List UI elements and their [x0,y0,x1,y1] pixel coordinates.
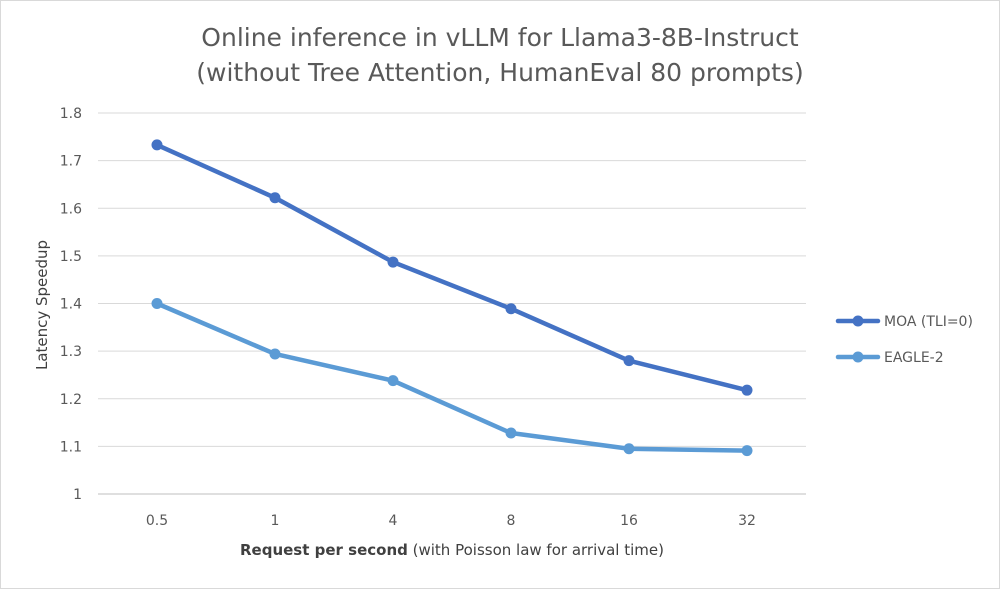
y-tick-label: 1.2 [60,392,82,408]
y-tick-label: 1.8 [60,106,82,122]
y-tick-label: 1.3 [60,344,82,360]
data-point [151,139,163,151]
x-tick-label: 32 [738,513,756,529]
x-tick-label: 4 [389,513,398,529]
y-tick-label: 1 [73,487,82,503]
x-tick-label: 16 [620,513,638,529]
legend-swatch-marker [852,351,864,363]
data-point [387,375,399,387]
legend: MOA (TLI=0) EAGLE-2 [835,314,973,366]
y-tick-label: 1.6 [60,201,82,217]
y-axis-ticks: 1 1.1 1.2 1.3 1.4 1.5 1.6 1.7 1.8 [60,106,82,503]
x-tick-label: 8 [507,513,516,529]
data-point [269,192,281,204]
chart-subtitle: (without Tree Attention, HumanEval 80 pr… [196,58,803,87]
legend-swatch-marker [852,315,864,327]
data-point [387,256,399,268]
x-tick-label: 1 [271,513,280,529]
y-tick-label: 1.4 [60,297,82,313]
legend-label: MOA (TLI=0) [884,314,973,330]
data-point [623,355,635,367]
y-tick-label: 1.1 [60,439,82,455]
x-axis-label-rest: (with Poisson law for arrival time) [408,541,664,559]
data-point [623,443,635,455]
y-tick-label: 1.5 [60,249,82,265]
data-point [741,384,753,396]
x-axis-ticks: 0.5 1 4 8 16 32 [146,513,756,529]
y-tick-label: 1.7 [60,154,82,170]
chart-title: Online inference in vLLM for Llama3-8B-I… [201,23,799,52]
series-line [154,142,750,393]
series-line [154,301,750,453]
data-point [505,427,517,439]
data-point [151,298,163,309]
series-lines [151,139,753,457]
x-axis-label-bold: Request per second [240,541,408,559]
data-point [741,445,753,457]
gridlines [98,112,806,495]
legend-label: EAGLE-2 [884,350,944,366]
y-axis-label: Latency Speedup [33,240,51,370]
data-point [269,348,281,360]
x-axis-label: Request per second (with Poisson law for… [240,541,664,559]
x-tick-label: 0.5 [146,513,168,529]
data-point [505,303,517,315]
